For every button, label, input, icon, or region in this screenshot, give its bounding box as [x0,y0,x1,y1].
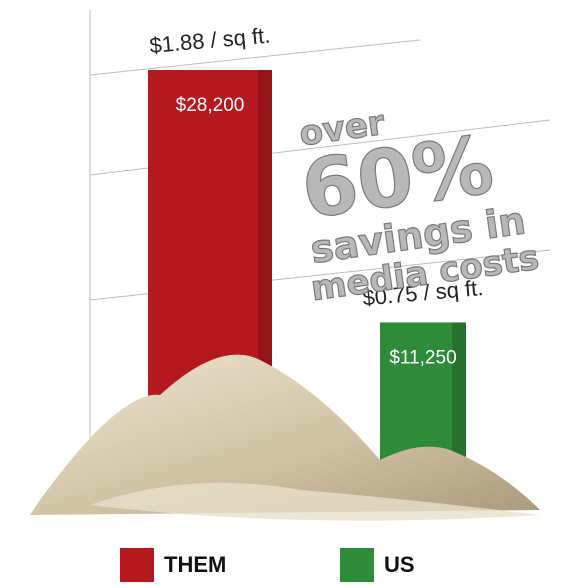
bars: $28,200$1.88 / sq ft.$11,250$0.75 / sq f… [148,23,484,490]
legend-swatch [120,548,154,582]
legend-swatch [340,548,374,582]
legend-label: THEM [164,552,226,577]
bar-shade [452,322,466,490]
callout: over 60% savings in media costs [295,102,542,310]
callout-text: over [297,103,387,155]
value-label: $11,250 [389,347,456,368]
annotation: $1.88 / sq ft. [148,23,271,58]
legend: THEM US [120,548,415,582]
legend-label: US [384,552,415,577]
value-label: $28,200 [176,95,245,116]
sand-piles [30,354,540,521]
